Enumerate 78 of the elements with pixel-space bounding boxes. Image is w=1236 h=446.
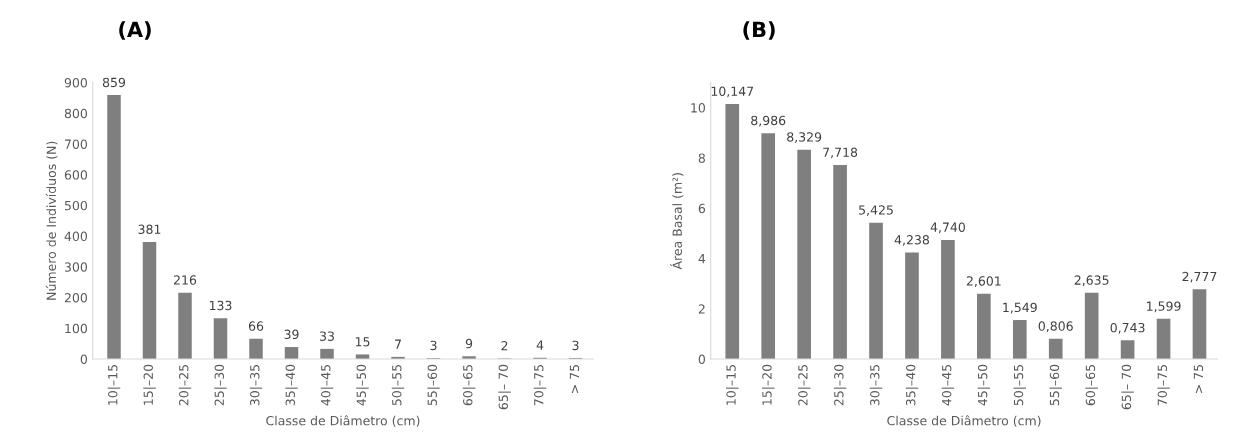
data-label: 1,549 [1003,302,1037,314]
data-label: 66 [248,321,264,331]
x-tick-label: 15|–20 [143,364,156,405]
x-tick-label: 35|–40 [905,364,919,406]
x-tick-label: 30|–35 [249,364,263,406]
x-tick-label: 15|–20 [761,364,775,405]
y-tick-label: 200 [64,293,88,303]
data-label: 133 [209,300,232,311]
data-label: 7,718 [823,147,858,159]
chart-title: (A) [119,21,151,40]
x-tick-label: 60|–65 [1085,364,1098,406]
data-label: 9 [465,338,473,349]
x-tick-label: > 75 [569,364,580,393]
y-tick-label: 0 [698,354,706,364]
data-label: 3 [572,340,579,351]
x-tick-label: 40|–45 [941,364,955,406]
data-label: 10,147 [711,86,754,98]
x-tick-label: 10|–15 [107,364,121,405]
y-tick-label: 10 [691,103,706,113]
x-tick-label: 45|–50 [977,364,991,406]
x-tick-label: 55|–60 [427,364,440,406]
x-tick-label: 30|–35 [869,364,883,406]
y-tick-label: 300 [64,262,88,272]
x-tick-label: 65|– 70 [1121,364,1134,410]
y-tick-label: 700 [65,139,88,149]
x-tick-label: 55|–60 [1049,364,1062,406]
data-label: 4,740 [930,222,965,234]
x-tick-label: 70|–75 [533,364,547,406]
y-axis-title: Número de Indivíduos (N) [45,141,58,300]
y-tick-label: 600 [64,170,88,180]
x-tick-label: 45|–50 [356,364,369,406]
y-tick-label: 0 [80,354,88,364]
data-label: 859 [102,77,126,88]
x-axis-title: Classe de Diâmetro (cm) [887,415,1041,427]
y-tick-label: 8 [698,153,705,163]
data-label: 0,806 [1038,321,1073,333]
y-axis-title: Área Basal (m²) [670,173,684,270]
data-label: 4 [536,340,544,350]
data-label: 2 [501,340,508,351]
y-tick-label: 900 [64,77,88,88]
data-label: 2,635 [1074,275,1109,287]
y-tick-label: 800 [64,108,88,119]
x-tick-label: 50|–55 [391,364,405,406]
data-label: 3 [430,340,437,351]
x-tick-label: 40|–45 [320,364,334,406]
y-tick-label: 400 [64,231,88,242]
y-tick-label: 100 [65,323,88,334]
data-label: 4,238 [894,235,929,246]
x-tick-label: 25|–30 [214,364,227,406]
y-tick-label: 500 [64,200,88,211]
data-label: 15 [355,337,370,347]
data-label: 381 [138,224,161,234]
data-label: 2,777 [1182,271,1217,283]
x-tick-label: 65|– 70 [498,364,511,410]
data-label: 8,986 [751,115,786,127]
data-label: 8,329 [787,132,822,143]
y-tick-label: 4 [698,254,706,264]
x-tick-label: > 75 [1193,364,1204,393]
y-tick-label: 6 [698,203,706,214]
x-tick-label: 60|–65 [462,364,476,406]
data-label: 39 [284,329,299,340]
data-label: 7 [395,339,401,349]
x-tick-label: 20|–25 [178,364,192,406]
data-label: 5,425 [859,205,893,216]
data-label: 2,601 [966,276,1001,287]
y-tick-label: 2 [698,304,705,314]
x-tick-label: 35|–40 [285,364,298,406]
x-axis-title: Classe de Diâmetro (cm) [266,415,420,427]
data-label: 1,599 [1147,301,1181,313]
data-label: 33 [320,331,334,341]
x-tick-label: 70|–75 [1157,364,1170,406]
x-tick-label: 20|–25 [797,364,811,406]
data-label: 0,743 [1110,322,1145,334]
chart-title: (B) [743,21,775,40]
data-label: 216 [173,275,197,285]
x-tick-label: 10|–15 [726,364,739,405]
x-tick-label: 50|–55 [1013,364,1027,406]
x-tick-label: 25|–30 [833,364,847,406]
